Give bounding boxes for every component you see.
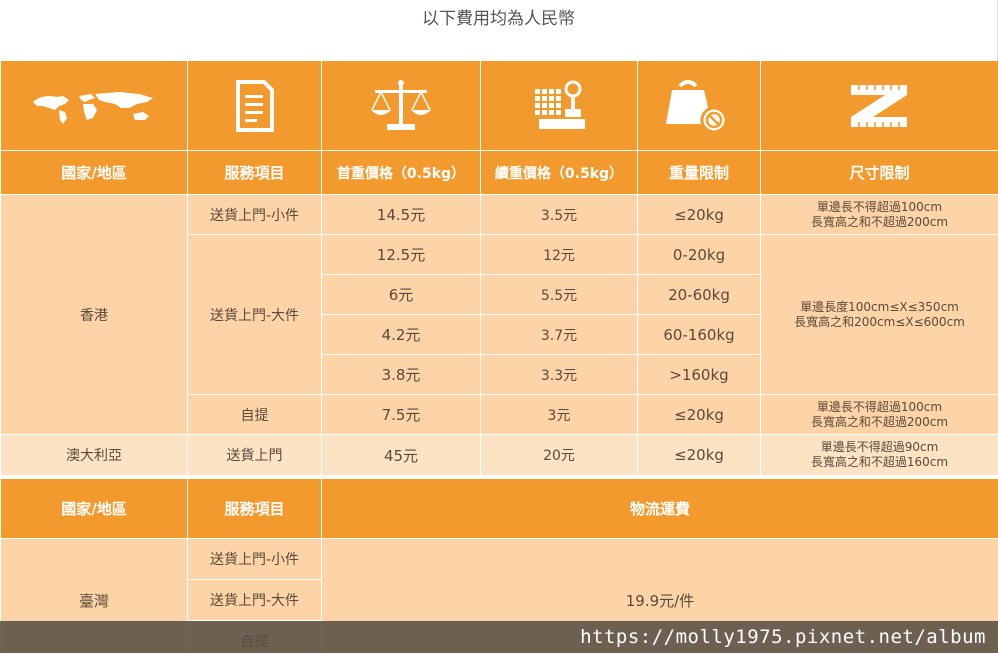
service-cell: 送貨上門-小件 (187, 194, 322, 235)
world-map-icon (33, 91, 153, 124)
first-price-cell: 3.8元 (321, 354, 481, 395)
first-price-cell: 14.5元 (321, 194, 481, 235)
weight-limit-cell: >160kg (637, 354, 761, 395)
shipping-rates-table: 國家/地區 服務項目 首重價格（0.5kg） 續重價格（0.5kg） 重量限制 … (0, 60, 998, 476)
weight-limit-icon (666, 79, 728, 133)
first-price-cell: 12.5元 (321, 234, 481, 275)
extra-price-cell: 3元 (480, 394, 638, 435)
ruler-icon (850, 84, 907, 127)
extra-price-cell: 5.5元 (480, 274, 638, 315)
size-limit-line: 單邊長不得超過90cm (820, 440, 939, 454)
size-limit-line: 單邊長不得超過100cm (816, 399, 943, 414)
size-limit-line: 單邊長不得超過100cm (816, 199, 943, 214)
table-row: 香港 送貨上門-小件 14.5元 3.5元 ≤20kg 單邊長不得超過100cm… (0, 194, 998, 435)
region-cell-hongkong: 香港 (0, 194, 188, 435)
size-limit-line: 長寬高之和不超過200cm (810, 214, 949, 229)
col-header-region: 國家/地區 (0, 150, 188, 195)
extra-price-cell: 3.3元 (480, 354, 638, 395)
size-limit-cell: 單邊長度100cm≤X≤350cm 長寬高之和200cm≤X≤600cm (760, 234, 998, 395)
currency-note: 以下費用均為人民幣 (0, 0, 998, 60)
region-cell-australia: 澳大利亞 (0, 434, 188, 476)
header-icon-cell (480, 60, 638, 151)
table-row: 自提 7.5元 3元 ≤20kg 單邊長不得超過100cm 長寬高之和不超過20… (1, 394, 998, 435)
extra-price-cell: 20元 (480, 434, 638, 476)
first-price-cell: 6元 (321, 274, 481, 315)
table-row: 送貨上門-大件 12.5元 12元 0-20kg 單邊長度100cm≤X≤350… (1, 234, 998, 395)
service-cell: 送貨上門 (187, 434, 322, 476)
extra-price-cell: 3.7元 (480, 314, 638, 355)
col-header-size-limit: 尺寸限制 (760, 150, 998, 195)
header-icon-cell (637, 60, 761, 151)
size-limit-line: 長寬高之和200cm≤X≤600cm (794, 314, 965, 329)
extra-price-cell: 12元 (480, 234, 638, 275)
col-header-extra-weight-price: 續重價格（0.5kg） (480, 150, 638, 195)
col-header-service: 服務項目 (187, 150, 322, 195)
weight-limit-cell: 20-60kg (637, 274, 761, 315)
document-icon (235, 79, 274, 132)
col-header-first-weight-price: 首重價格（0.5kg） (321, 150, 481, 195)
weight-limit-cell: ≤20kg (637, 194, 761, 235)
col-header-service: 服務項目 (187, 478, 322, 539)
service-cell: 送貨上門-小件 (187, 538, 322, 580)
size-limit-line: 長寬高之和不超過160cm (810, 455, 949, 469)
weight-limit-cell: ≤20kg (637, 394, 761, 435)
header-icon-cell (0, 60, 188, 151)
table-row: 臺灣 送貨上門-小件 19.9元/件 (0, 538, 998, 653)
first-price-cell: 7.5元 (321, 394, 481, 435)
size-limit-cell: 單邊長不得超過90cm 長寬高之和不超過160cm (760, 434, 998, 476)
col-header-weight-limit: 重量限制 (637, 150, 761, 195)
weight-limit-cell: ≤20kg (637, 434, 761, 476)
size-limit-cell: 單邊長不得超過100cm 長寬高之和不超過200cm (760, 394, 998, 435)
header-icon-cell (760, 60, 998, 151)
size-limit-cell: 單邊長不得超過100cm 長寬高之和不超過200cm (760, 194, 998, 235)
first-price-cell: 4.2元 (321, 314, 481, 355)
extra-price-cell: 3.5元 (480, 194, 638, 235)
balance-scale-icon (371, 79, 431, 130)
weight-limit-cell: 60-160kg (637, 314, 761, 355)
service-cell: 送貨上門-大件 (187, 234, 322, 395)
header-icon-cell (321, 60, 481, 151)
first-price-cell: 45元 (321, 434, 481, 476)
table-row: 4.2元 3.7元 60-160kg (1, 314, 998, 355)
weight-limit-cell: 0-20kg (637, 234, 761, 275)
watermark-url: https://molly1975.pixnet.net/album (0, 621, 998, 653)
header-icon-cell (187, 60, 322, 151)
size-limit-line: 長寬高之和不超過200cm (810, 414, 949, 429)
size-limit-line: 單邊長度100cm≤X≤350cm (800, 299, 959, 314)
col-header-logistics-fee: 物流運費 (321, 478, 998, 539)
table-row: 澳大利亞 送貨上門 45元 20元 ≤20kg 單邊長不得超過90cm 長寬高之… (0, 434, 998, 476)
service-cell: 送貨上門-大件 (187, 579, 322, 621)
col-header-region: 國家/地區 (0, 478, 188, 539)
weighing-scale-icon (535, 80, 585, 129)
service-cell: 自提 (187, 394, 322, 435)
